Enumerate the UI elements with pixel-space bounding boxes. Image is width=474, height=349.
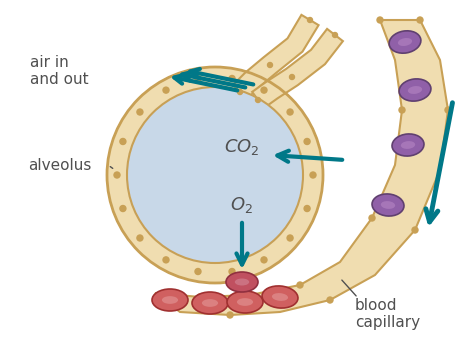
Circle shape bbox=[261, 257, 267, 263]
Ellipse shape bbox=[152, 289, 188, 311]
FancyArrowPatch shape bbox=[190, 69, 253, 84]
Circle shape bbox=[287, 235, 293, 241]
Text: alveolus: alveolus bbox=[28, 157, 91, 172]
Circle shape bbox=[255, 97, 261, 103]
FancyArrowPatch shape bbox=[182, 72, 245, 88]
Text: blood
capillary: blood capillary bbox=[355, 298, 420, 331]
FancyArrowPatch shape bbox=[237, 223, 247, 265]
Ellipse shape bbox=[381, 201, 395, 209]
Ellipse shape bbox=[226, 272, 258, 292]
Circle shape bbox=[304, 139, 310, 144]
Circle shape bbox=[127, 87, 303, 263]
Circle shape bbox=[261, 87, 267, 93]
Circle shape bbox=[399, 107, 405, 113]
Circle shape bbox=[310, 172, 316, 178]
Circle shape bbox=[267, 62, 273, 67]
Text: O$_2$: O$_2$ bbox=[230, 195, 254, 215]
Circle shape bbox=[327, 297, 333, 303]
Circle shape bbox=[297, 282, 303, 288]
Ellipse shape bbox=[408, 86, 422, 94]
Circle shape bbox=[120, 139, 126, 144]
Ellipse shape bbox=[272, 293, 288, 301]
Circle shape bbox=[195, 75, 201, 81]
Circle shape bbox=[304, 206, 310, 211]
Ellipse shape bbox=[262, 286, 298, 308]
Circle shape bbox=[197, 294, 203, 300]
Ellipse shape bbox=[372, 194, 404, 216]
Text: air in
and out: air in and out bbox=[30, 55, 89, 87]
Circle shape bbox=[137, 235, 143, 241]
FancyArrowPatch shape bbox=[426, 103, 453, 222]
Ellipse shape bbox=[237, 298, 253, 306]
Circle shape bbox=[332, 32, 337, 37]
Ellipse shape bbox=[192, 292, 228, 314]
Circle shape bbox=[114, 172, 120, 178]
Ellipse shape bbox=[202, 299, 218, 307]
Circle shape bbox=[120, 206, 126, 211]
Circle shape bbox=[195, 268, 201, 275]
Ellipse shape bbox=[389, 31, 421, 53]
Circle shape bbox=[290, 74, 294, 80]
Circle shape bbox=[163, 257, 169, 263]
Ellipse shape bbox=[227, 291, 263, 313]
Circle shape bbox=[377, 17, 383, 23]
Polygon shape bbox=[233, 15, 319, 99]
Ellipse shape bbox=[235, 279, 249, 285]
Circle shape bbox=[417, 17, 423, 23]
Circle shape bbox=[287, 109, 293, 115]
FancyArrowPatch shape bbox=[277, 151, 342, 162]
Polygon shape bbox=[252, 29, 343, 108]
Text: CO$_2$: CO$_2$ bbox=[224, 137, 260, 157]
Polygon shape bbox=[155, 20, 448, 315]
Ellipse shape bbox=[392, 134, 424, 156]
FancyArrowPatch shape bbox=[174, 75, 237, 90]
Circle shape bbox=[237, 89, 243, 95]
Circle shape bbox=[107, 67, 323, 283]
Ellipse shape bbox=[399, 79, 431, 101]
Ellipse shape bbox=[398, 38, 412, 46]
Ellipse shape bbox=[162, 296, 178, 304]
Circle shape bbox=[137, 109, 143, 115]
Circle shape bbox=[163, 87, 169, 93]
Circle shape bbox=[445, 107, 451, 113]
Circle shape bbox=[412, 227, 418, 233]
Circle shape bbox=[229, 75, 235, 81]
Circle shape bbox=[229, 268, 235, 275]
Circle shape bbox=[369, 215, 375, 221]
Circle shape bbox=[308, 17, 312, 22]
Circle shape bbox=[227, 312, 233, 318]
Ellipse shape bbox=[401, 141, 415, 149]
